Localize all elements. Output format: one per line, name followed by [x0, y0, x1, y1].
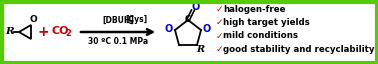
- Text: CO: CO: [51, 26, 68, 36]
- Text: ✓: ✓: [216, 4, 223, 14]
- Text: 2: 2: [129, 20, 133, 25]
- Text: mild conditions: mild conditions: [223, 31, 298, 41]
- Text: O: O: [29, 15, 37, 25]
- Text: ✓: ✓: [216, 31, 223, 41]
- Text: 2: 2: [65, 30, 71, 39]
- Text: high target yields: high target yields: [223, 18, 310, 27]
- Text: good stability and recyclability: good stability and recyclability: [223, 45, 375, 54]
- Text: [DBUH]: [DBUH]: [102, 15, 134, 25]
- Text: ✓: ✓: [216, 45, 223, 54]
- Text: ✓: ✓: [216, 18, 223, 27]
- Text: O: O: [165, 24, 173, 34]
- Text: C: C: [185, 15, 191, 25]
- Text: R: R: [6, 28, 14, 36]
- Text: R: R: [196, 46, 204, 55]
- Text: halogen-free: halogen-free: [223, 4, 285, 14]
- Text: O: O: [192, 2, 200, 12]
- Text: [Cys]: [Cys]: [125, 15, 147, 25]
- Text: +: +: [37, 25, 49, 39]
- Text: O: O: [203, 24, 211, 34]
- Text: 30 ºC 0.1 MPa: 30 ºC 0.1 MPa: [88, 38, 148, 47]
